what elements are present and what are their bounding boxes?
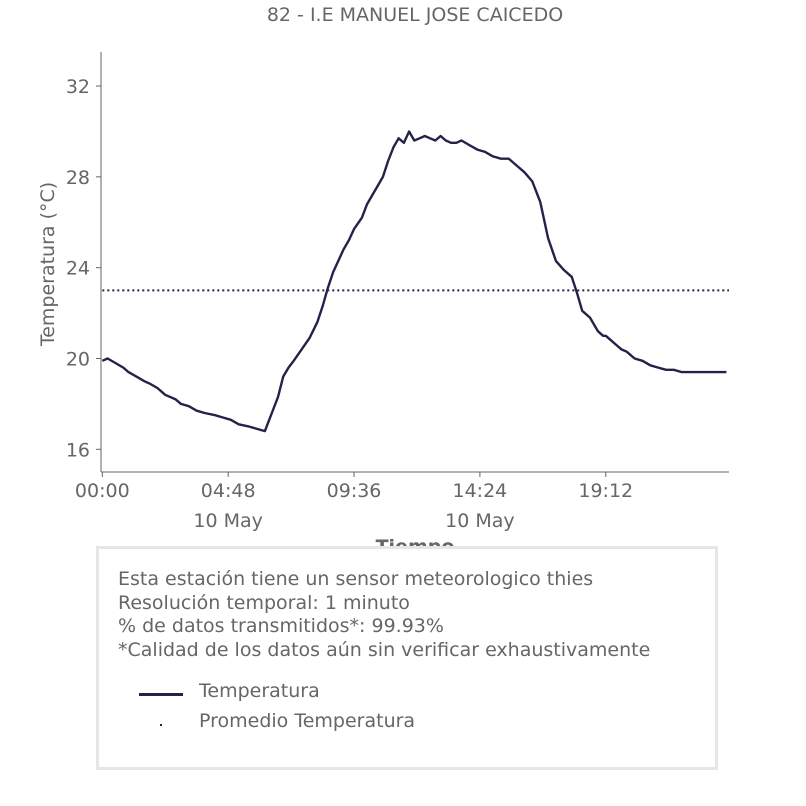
info-line-sensor: Esta estación tiene un sensor meteorolog… <box>118 568 594 590</box>
chart-title: 82 - I.E MANUEL JOSE CAICEDO <box>267 4 563 26</box>
y-tick-label: 16 <box>66 439 90 461</box>
info-box: Esta estación tiene un sensor meteorolog… <box>96 546 718 770</box>
y-axis-label: Temperatura (°C) <box>37 182 59 347</box>
x-tick-sublabel: 10 May <box>193 510 263 532</box>
y-tick-label: 24 <box>66 258 90 280</box>
info-line-quality-note: *Calidad de los datos aún sin verificar … <box>118 638 651 661</box>
y-tick-label: 32 <box>66 76 90 98</box>
legend-line-swatch <box>139 693 183 696</box>
info-text: Esta estación tiene un sensor meteorolog… <box>118 568 650 662</box>
info-line-transmitted: % de datos transmitidos*: 99.93% <box>118 615 444 637</box>
legend-label: Temperatura <box>199 680 320 702</box>
info-line-resolution: Resolución temporal: 1 minuto <box>118 591 410 614</box>
x-tick-label: 19:12 <box>578 480 633 502</box>
x-tick-sublabel: 10 May <box>445 510 515 532</box>
y-tick-label: 28 <box>66 167 90 189</box>
legend-dot-swatch <box>160 724 162 726</box>
legend-label: Promedio Temperatura <box>199 710 416 732</box>
x-tick-label: 14:24 <box>453 480 508 502</box>
temperature-series-line <box>101 130 727 433</box>
x-tick-label: 04:48 <box>201 480 256 502</box>
x-tick-label: 09:36 <box>327 480 382 502</box>
x-tick-label: 00:00 <box>75 480 130 502</box>
y-tick-label: 20 <box>66 348 90 370</box>
